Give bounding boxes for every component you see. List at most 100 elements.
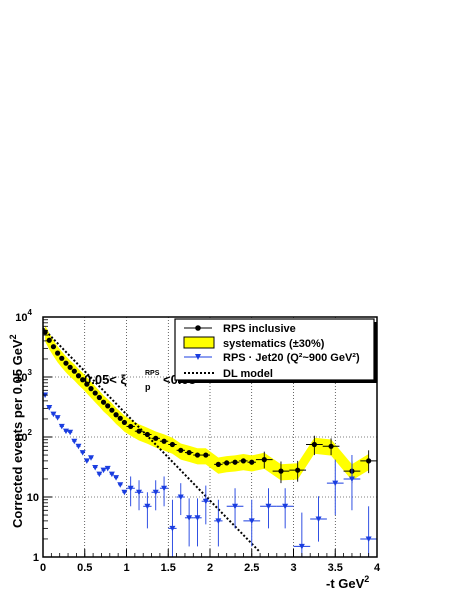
data-point: [194, 515, 201, 521]
systematics-band-layer: [45, 325, 369, 481]
x-tick-label: 0: [40, 562, 46, 574]
data-point: [113, 475, 120, 481]
data-point: [109, 407, 115, 413]
axis-labels: 0 0.5 1 1.5 2 2.5 3 3.5 4 1 10 102 103 104: [15, 308, 381, 574]
data-point: [46, 405, 53, 411]
data-point: [121, 419, 128, 426]
data-point: [50, 344, 57, 350]
legend-entry-rps-jet20: RPS · Jet20 (Q²~900 GeV²): [184, 352, 360, 364]
x-tick-label: 3: [290, 562, 296, 574]
series-rps-jet20: [42, 392, 377, 557]
data-point: [311, 441, 317, 448]
data-point: [202, 498, 209, 505]
data-point: [153, 435, 159, 441]
data-point: [278, 468, 284, 474]
x-tick-label: 2: [207, 562, 213, 574]
data-point: [169, 525, 176, 532]
data-point: [178, 447, 184, 453]
data-point: [282, 503, 289, 510]
data-point: [215, 461, 221, 467]
x-tick-label: 3.5: [328, 562, 343, 574]
x-tick-label: 2.5: [244, 562, 259, 574]
legend-label-rps-inclusive: RPS inclusive: [223, 323, 296, 335]
data-point: [366, 458, 372, 464]
x-axis-title: -t GeV2: [326, 574, 369, 591]
x-tick-label: 1.5: [161, 562, 176, 574]
x-tick-label: 4: [374, 562, 381, 574]
data-point: [332, 480, 339, 487]
legend-entry-rps-inclusive: RPS inclusive: [184, 323, 296, 335]
data-point: [265, 503, 272, 510]
data-point: [100, 467, 107, 474]
svg-text:0.05< ξ: 0.05< ξ: [84, 372, 127, 387]
data-point: [315, 516, 322, 522]
x-tick-label: 1: [123, 562, 129, 574]
data-point: [63, 360, 69, 366]
data-point: [100, 399, 107, 405]
data-point: [295, 467, 301, 473]
data-point: [365, 536, 372, 542]
legend-entry-dl-model: DL model: [184, 368, 273, 380]
data-point: [248, 518, 255, 524]
data-point: [152, 489, 159, 496]
data-point: [108, 471, 115, 478]
data-point: [186, 449, 192, 456]
data-point: [105, 403, 111, 409]
data-point: [203, 452, 209, 458]
data-point: [117, 415, 123, 421]
annotation-xi: ξ: [121, 372, 127, 387]
data-point: [194, 452, 201, 458]
y-axis-title: Corrected events per 0.05 GeV2: [8, 334, 25, 528]
data-point: [71, 368, 77, 374]
data-point: [104, 465, 111, 472]
data-point: [92, 465, 99, 471]
axis-ticks: [42, 316, 378, 558]
data-point: [232, 503, 239, 510]
legend-label-rps-jet20: RPS · Jet20 (Q²~900 GeV²): [223, 352, 360, 364]
data-point: [54, 415, 61, 421]
data-point: [113, 412, 119, 418]
data-point: [75, 373, 82, 379]
data-point: [249, 459, 255, 465]
systematics-band: [45, 325, 369, 481]
legend-shadow-bottom: [178, 380, 377, 383]
data-point: [96, 471, 103, 478]
legend-marker-circle: [195, 325, 201, 331]
data-point: [50, 411, 57, 418]
data-point: [92, 390, 98, 396]
data-point: [169, 441, 176, 448]
data-point: [240, 458, 246, 464]
data-point: [117, 482, 124, 488]
data-point: [80, 377, 86, 383]
y-tick-label: 1: [33, 552, 39, 564]
data-point: [67, 429, 74, 436]
legend: RPS inclusive systematics (±30%) RPS · J…: [174, 318, 377, 383]
data-point: [59, 355, 65, 361]
data-point: [127, 485, 134, 492]
data-point: [55, 350, 61, 356]
data-point: [261, 457, 267, 463]
legend-entry-systematics: systematics (±30%): [183, 336, 325, 350]
legend-band-swatch: [183, 336, 215, 349]
data-point: [161, 438, 167, 444]
y-tick-label: 102: [15, 428, 32, 444]
data-point: [71, 438, 78, 445]
data-point: [177, 494, 184, 500]
data-point: [298, 543, 305, 550]
data-point: [46, 337, 52, 343]
annotation-prefix: 0.05<: [84, 372, 121, 387]
data-point: [75, 443, 82, 450]
data-point: [88, 455, 95, 461]
data-point: [88, 386, 94, 392]
data-point: [186, 515, 193, 521]
y-tick-label: 10: [27, 492, 39, 504]
data-point: [121, 489, 128, 496]
data-point: [58, 423, 65, 430]
data-point: [42, 329, 48, 335]
data-point: [224, 460, 230, 466]
legend-label-dl-model: DL model: [223, 368, 273, 380]
x-tick-label: 0.5: [77, 562, 92, 574]
data-series-layer: [42, 329, 377, 557]
data-point: [79, 450, 86, 456]
